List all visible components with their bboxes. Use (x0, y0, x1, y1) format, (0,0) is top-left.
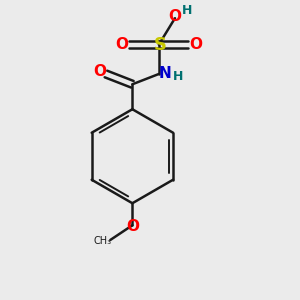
Text: O: O (126, 219, 139, 234)
Text: CH₃: CH₃ (94, 236, 112, 246)
Text: H: H (182, 4, 193, 17)
Text: O: O (93, 64, 106, 79)
Text: O: O (189, 37, 202, 52)
Text: S: S (154, 36, 167, 54)
Text: O: O (169, 9, 182, 24)
Text: H: H (173, 70, 183, 83)
Text: O: O (116, 37, 129, 52)
Text: N: N (158, 67, 171, 82)
